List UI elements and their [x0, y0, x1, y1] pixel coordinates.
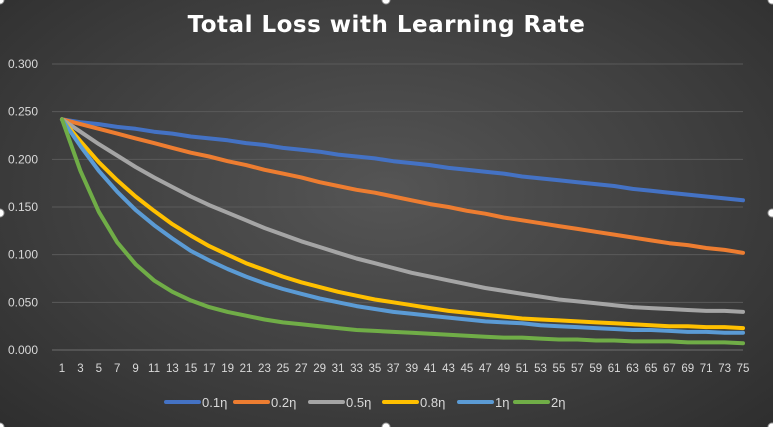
x-tick-label: 39 — [405, 363, 418, 375]
y-tick-label: 0.050 — [8, 295, 38, 309]
x-tick-label: 47 — [479, 363, 492, 375]
x-tick-label: 73 — [718, 363, 731, 375]
x-tick-label: 63 — [626, 363, 639, 375]
x-tick-label: 61 — [608, 363, 621, 375]
x-tick-label: 1 — [59, 363, 65, 375]
x-tick-label: 75 — [737, 363, 750, 375]
y-tick-label: 0.300 — [8, 57, 38, 71]
x-tick-label: 11 — [148, 363, 160, 375]
x-tick-label: 19 — [221, 363, 234, 375]
series-line-3[interactable] — [60, 117, 745, 331]
resize-handle-middle-right[interactable] — [767, 208, 773, 218]
x-tick-label: 55 — [553, 363, 566, 375]
legend: 0.1η 0.2η 0.5η 0.8η 1η 2η — [164, 395, 565, 410]
x-tick-label: 59 — [589, 363, 602, 375]
x-tick-label: 37 — [387, 363, 400, 375]
y-tick-label: 0.200 — [8, 152, 38, 166]
y-tick-label: 0.150 — [8, 200, 38, 214]
x-tick-label: 13 — [166, 363, 179, 375]
resize-handle-bottom-center[interactable] — [381, 422, 391, 427]
resize-handle-top-left[interactable] — [0, 0, 5, 5]
legend-label-0: 0.1η — [202, 395, 227, 410]
resize-handle-top-right[interactable] — [767, 0, 773, 5]
x-tick-label: 27 — [295, 363, 308, 375]
series-line-4[interactable] — [60, 117, 745, 335]
x-axis: 1 3 5 7 9 11 13 15 17 19 21 23 25 27 29 31 33 35 37 39 41 43 4… — [59, 363, 750, 375]
x-tick-label: 53 — [534, 363, 547, 375]
legend-label-4: 1η — [495, 395, 509, 410]
y-axis: 0.000 0.050 0.100 0.150 0.200 0.250 0.300 — [8, 57, 38, 357]
series-line-0[interactable] — [60, 117, 745, 203]
x-tick-label: 21 — [240, 363, 253, 375]
y-tick-label: 0.250 — [8, 105, 38, 119]
legend-label-3: 0.8η — [420, 395, 445, 410]
legend-label-5: 2η — [551, 395, 565, 410]
series-line-5[interactable] — [60, 117, 745, 346]
x-tick-label: 29 — [313, 363, 326, 375]
y-tick-label: 0.000 — [8, 343, 38, 357]
x-tick-label: 33 — [350, 363, 363, 375]
legend-label-1: 0.2η — [271, 395, 296, 410]
x-tick-label: 9 — [132, 363, 138, 375]
x-tick-label: 17 — [203, 363, 216, 375]
x-tick-label: 5 — [96, 363, 102, 375]
x-tick-label: 3 — [77, 363, 83, 375]
x-tick-label: 49 — [497, 363, 510, 375]
x-tick-label: 65 — [645, 363, 658, 375]
legend-label-2: 0.5η — [346, 395, 371, 410]
resize-handle-middle-left[interactable] — [0, 208, 5, 218]
resize-handle-bottom-right[interactable] — [767, 422, 773, 427]
chart-title: Total Loss with Learning Rate — [187, 12, 586, 38]
x-tick-label: 23 — [258, 363, 271, 375]
series-lines — [60, 117, 745, 346]
x-tick-label: 25 — [276, 363, 289, 375]
x-tick-label: 43 — [442, 363, 455, 375]
x-tick-label: 45 — [461, 363, 474, 375]
x-tick-label: 31 — [332, 363, 345, 375]
y-tick-label: 0.100 — [8, 248, 38, 262]
x-tick-label: 67 — [663, 363, 676, 375]
x-tick-label: 51 — [516, 363, 529, 375]
resize-handle-top-center[interactable] — [381, 0, 391, 5]
resize-handle-bottom-left[interactable] — [0, 422, 5, 427]
x-tick-label: 7 — [114, 363, 120, 375]
x-tick-label: 35 — [368, 363, 381, 375]
x-tick-label: 15 — [184, 363, 197, 375]
series-line-2[interactable] — [60, 117, 745, 314]
x-tick-label: 57 — [571, 363, 584, 375]
series-line-1[interactable] — [60, 117, 745, 255]
x-tick-label: 71 — [700, 363, 713, 375]
x-tick-label: 69 — [681, 363, 694, 375]
x-tick-label: 41 — [424, 363, 437, 375]
